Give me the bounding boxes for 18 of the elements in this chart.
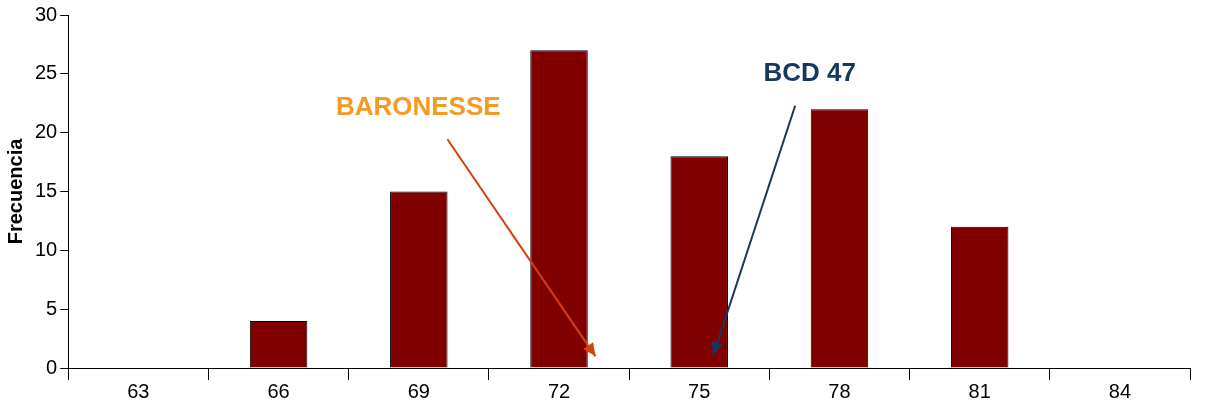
x-tick-label: 63 bbox=[127, 379, 150, 402]
x-tick-label: 66 bbox=[267, 379, 290, 402]
y-tick-label: 30 bbox=[35, 2, 58, 25]
annotation: BCD 47 bbox=[763, 57, 856, 88]
y-tick-label: 10 bbox=[35, 237, 58, 260]
x-tick-label: 78 bbox=[828, 379, 851, 402]
y-tick-label: 25 bbox=[35, 61, 58, 84]
y-axis-title: Frecuencia bbox=[3, 137, 26, 245]
annotation: BARONESSE bbox=[335, 91, 501, 122]
y-tick-label: 5 bbox=[46, 296, 58, 319]
x-tick-label: 72 bbox=[547, 379, 571, 402]
y-tick-label: 0 bbox=[46, 355, 58, 378]
x-tick-label: 84 bbox=[1108, 379, 1132, 402]
x-tick-label: 69 bbox=[407, 379, 430, 402]
y-tick-label: 15 bbox=[35, 179, 58, 202]
x-tick-label: 81 bbox=[968, 379, 991, 402]
x-tick-label: 75 bbox=[688, 379, 711, 402]
y-tick-label: 20 bbox=[35, 120, 58, 143]
